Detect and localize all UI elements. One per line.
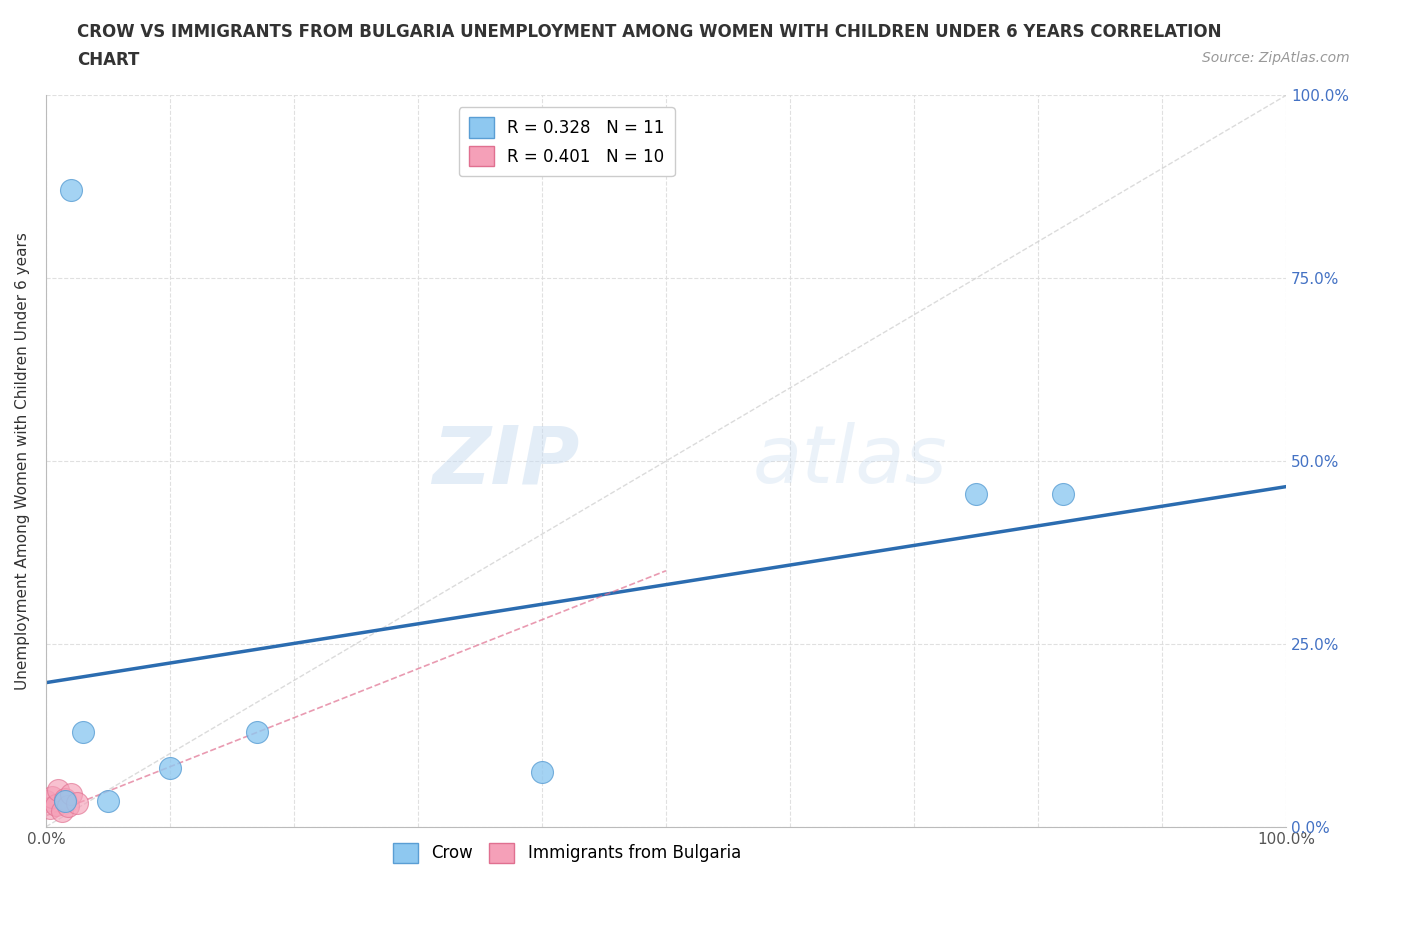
Legend: Crow, Immigrants from Bulgaria: Crow, Immigrants from Bulgaria: [385, 836, 748, 870]
Point: [530, 764, 553, 779]
Text: ZIP: ZIP: [432, 422, 579, 500]
Point: [1052, 486, 1074, 501]
Point: [246, 724, 269, 739]
Point: [159, 761, 181, 776]
Text: CHART: CHART: [77, 51, 139, 69]
Point: [965, 486, 987, 501]
Point: [51, 804, 73, 818]
Y-axis label: Unemployment Among Women with Children Under 6 years: Unemployment Among Women with Children U…: [15, 232, 30, 690]
Point: [72, 724, 94, 739]
Point: [45, 797, 67, 812]
Point: [53, 793, 76, 808]
Point: [66, 796, 89, 811]
Point: [97, 793, 120, 808]
Point: [59, 787, 82, 802]
Point: [53, 791, 76, 806]
Text: atlas: atlas: [752, 422, 948, 500]
Point: [48, 783, 70, 798]
Point: [38, 801, 60, 816]
Point: [59, 183, 82, 198]
Point: [41, 790, 63, 804]
Point: [35, 793, 58, 808]
Text: Source: ZipAtlas.com: Source: ZipAtlas.com: [1202, 51, 1350, 65]
Text: CROW VS IMMIGRANTS FROM BULGARIA UNEMPLOYMENT AMONG WOMEN WITH CHILDREN UNDER 6 : CROW VS IMMIGRANTS FROM BULGARIA UNEMPLO…: [77, 23, 1222, 41]
Point: [58, 799, 80, 814]
